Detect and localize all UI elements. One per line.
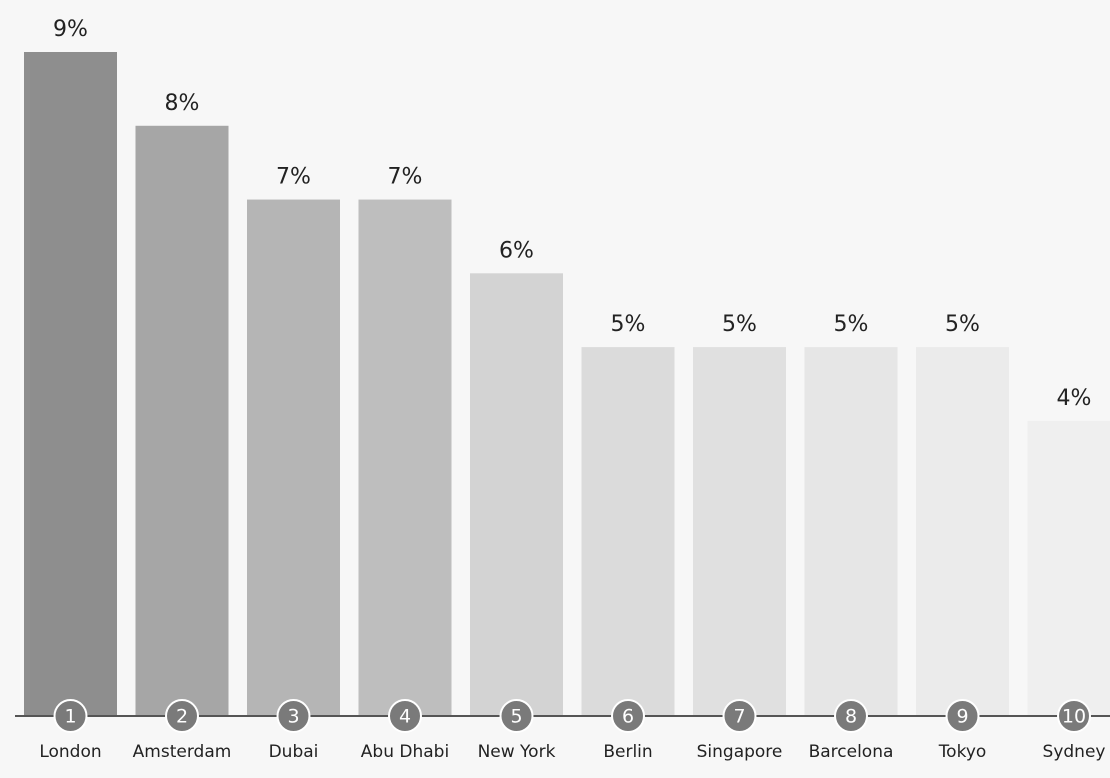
rank-badge — [165, 699, 199, 733]
rank-badge — [276, 699, 311, 733]
rank-badge — [388, 699, 422, 733]
rank-label: 4 — [399, 706, 411, 728]
category-label: London — [39, 742, 101, 762]
value-label: 5% — [611, 312, 646, 337]
rank-label: 6 — [622, 706, 634, 728]
category-label: New York — [478, 742, 556, 762]
rank-badge — [611, 699, 645, 733]
bar — [693, 347, 786, 716]
category-label: Amsterdam — [133, 742, 232, 762]
bar — [1027, 420, 1110, 716]
bar — [247, 199, 340, 717]
value-label: 4% — [1057, 386, 1092, 411]
rank-badge — [945, 699, 980, 733]
value-label: 9% — [53, 17, 88, 42]
rank-label: 3 — [287, 706, 299, 728]
category-label: Barcelona — [809, 742, 894, 762]
rank-badge — [1057, 699, 1091, 733]
bar — [470, 273, 563, 716]
rank-badge — [53, 699, 88, 733]
rank-label: 5 — [510, 706, 522, 728]
value-label: 7% — [276, 165, 311, 190]
rank-badge — [834, 699, 868, 733]
value-label: 8% — [165, 91, 200, 116]
value-label: 5% — [722, 312, 757, 337]
category-label: Tokyo — [938, 742, 987, 762]
value-label: 5% — [834, 312, 869, 337]
category-label: Singapore — [697, 742, 783, 762]
rank-badge — [722, 699, 757, 733]
rank-badge — [499, 699, 534, 733]
bar — [24, 52, 117, 716]
bar — [358, 199, 452, 717]
category-label: Berlin — [603, 742, 652, 762]
rank-label: 2 — [176, 706, 188, 728]
rank-label: 8 — [845, 706, 857, 728]
category-label: Abu Dhabi — [361, 742, 449, 762]
rank-label: 10 — [1062, 706, 1086, 728]
bar — [804, 347, 898, 716]
category-label: Sydney — [1043, 742, 1106, 762]
value-label: 6% — [499, 238, 534, 263]
bar — [135, 125, 229, 717]
rank-label: 1 — [64, 706, 76, 728]
value-label: 7% — [388, 165, 423, 190]
category-label: Dubai — [269, 742, 319, 762]
value-label: 5% — [945, 312, 980, 337]
rank-label: 7 — [733, 706, 745, 728]
bar — [581, 347, 675, 716]
rank-label: 9 — [956, 706, 968, 728]
bar — [916, 347, 1009, 716]
